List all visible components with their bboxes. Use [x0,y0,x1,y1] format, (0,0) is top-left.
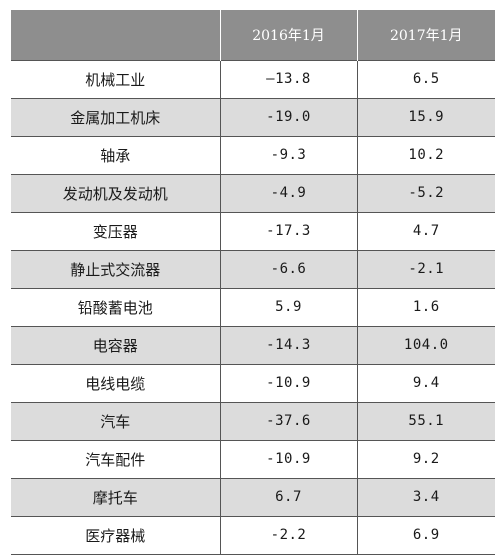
row-value-2016: -10.9 [219,440,357,478]
table-row: 汽车配件 -10.9 9.2 [11,440,495,478]
header-2016-jan: 2016年1月 [219,10,357,60]
table-row: 金属加工机床 -19.0 15.9 [11,98,495,136]
row-value-2016: 6.7 [219,478,357,516]
row-value-2017: 3.4 [356,478,495,516]
row-value-2016: -10.9 [219,364,357,402]
table-row: 医疗器械 -2.2 6.9 [11,516,495,554]
header-category [11,10,220,60]
row-value-2017: -5.2 [356,174,495,212]
row-value-2016: -2.2 [219,516,357,554]
row-value-2017: 6.9 [356,516,495,554]
row-value-2017: 1.6 [356,288,495,326]
row-value-2016: -17.3 [219,212,357,250]
table-row: 轴承 -9.3 10.2 [11,136,495,174]
table-row: 变压器 -17.3 4.7 [11,212,495,250]
row-value-2017: 9.2 [356,440,495,478]
row-value-2016: 5.9 [219,288,357,326]
table-row: 摩托车 6.7 3.4 [11,478,495,516]
row-category: 铅酸蓄电池 [77,298,153,317]
row-value-2016: —13.8 [219,60,357,98]
row-category: 摩托车 [92,488,138,507]
table-row: 发动机及发动机 -4.9 -5.2 [11,174,495,212]
row-category: 机械工业 [85,70,146,89]
table-row: 静止式交流器 -6.6 -2.1 [11,250,495,288]
row-category: 医疗器械 [85,526,146,545]
row-category: 金属加工机床 [70,108,161,127]
header-2017-jan: 2017年1月 [356,10,495,60]
row-category: 电线电缆 [85,374,146,393]
table-row: 电容器 -14.3 104.0 [11,326,495,364]
data-table: 2016年1月 2017年1月 机械工业 —13.8 6.5 金属加工机床 -1… [11,10,495,555]
row-value-2017: 104.0 [356,326,495,364]
table-row: 电线电缆 -10.9 9.4 [11,364,495,402]
row-value-2016: -37.6 [219,402,357,440]
row-category: 汽车配件 [85,450,146,469]
row-value-2017: -2.1 [356,250,495,288]
row-value-2017: 10.2 [356,136,495,174]
table-row: 机械工业 —13.8 6.5 [11,60,495,98]
row-value-2016: -14.3 [219,326,357,364]
row-value-2016: -6.6 [219,250,357,288]
row-value-2017: 6.5 [356,60,495,98]
row-value-2017: 4.7 [356,212,495,250]
row-value-2017: 9.4 [356,364,495,402]
row-value-2017: 55.1 [356,402,495,440]
row-category: 变压器 [92,222,138,241]
table-header: 2016年1月 2017年1月 [11,10,495,60]
header-row: 2016年1月 2017年1月 [11,10,495,60]
table-body: 机械工业 —13.8 6.5 金属加工机床 -19.0 15.9 轴承 -9.3… [11,60,495,554]
row-category: 静止式交流器 [70,260,161,279]
row-category: 发动机及发动机 [62,184,168,203]
row-category: 汽车 [100,412,131,431]
table-row: 汽车 -37.6 55.1 [11,402,495,440]
row-value-2016: -4.9 [219,174,357,212]
table-row: 铅酸蓄电池 5.9 1.6 [11,288,495,326]
row-value-2016: -19.0 [219,98,357,136]
row-value-2017: 15.9 [356,98,495,136]
row-category: 轴承 [100,146,131,165]
row-value-2016: -9.3 [219,136,357,174]
row-category: 电容器 [92,336,138,355]
